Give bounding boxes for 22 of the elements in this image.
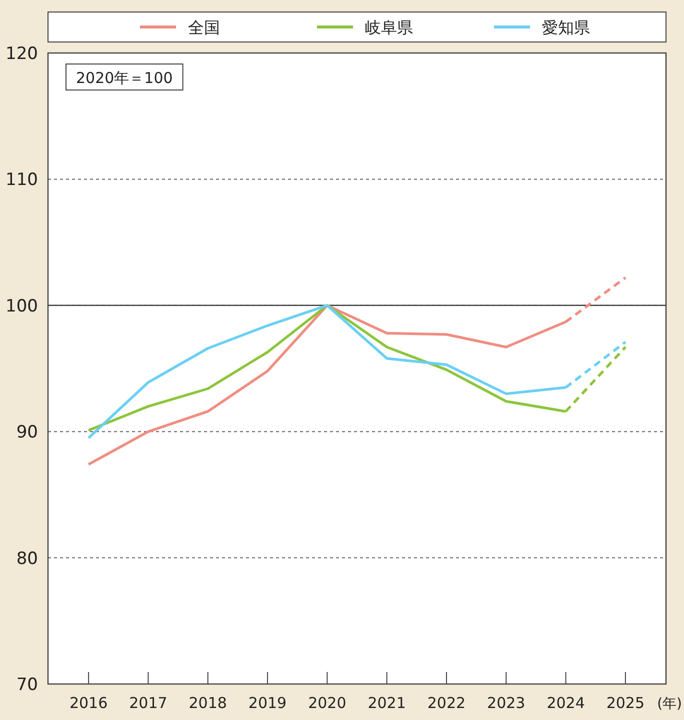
y-tick-label: 100 — [6, 296, 38, 316]
x-tick-label: 2016 — [69, 694, 108, 712]
x-tick-label: 2019 — [248, 694, 287, 712]
x-tick-label: 2021 — [368, 694, 406, 712]
y-tick-label: 70 — [16, 675, 38, 695]
x-tick-label: 2022 — [427, 694, 466, 712]
x-tick-label: 2023 — [487, 694, 526, 712]
x-tick-label: 2025 — [606, 694, 645, 712]
legend-label: 愛知県 — [542, 18, 590, 37]
legend-label: 全国 — [188, 18, 220, 37]
y-tick-label: 110 — [6, 170, 38, 190]
y-tick-label: 80 — [16, 548, 38, 569]
x-tick-label: 2024 — [546, 694, 585, 712]
x-tick-label: 2018 — [188, 694, 227, 712]
y-tick-label: 120 — [6, 44, 38, 64]
x-axis-title: (年) — [657, 696, 682, 712]
annotation: 2020年＝100 — [66, 64, 184, 90]
y-tick-label: 90 — [16, 422, 38, 443]
x-tick-label: 2020 — [308, 694, 346, 712]
annotation: 2020年＝100 — [76, 69, 173, 87]
x-tick-label: 2017 — [129, 694, 168, 712]
legend-label: 岐阜県 — [365, 18, 413, 37]
